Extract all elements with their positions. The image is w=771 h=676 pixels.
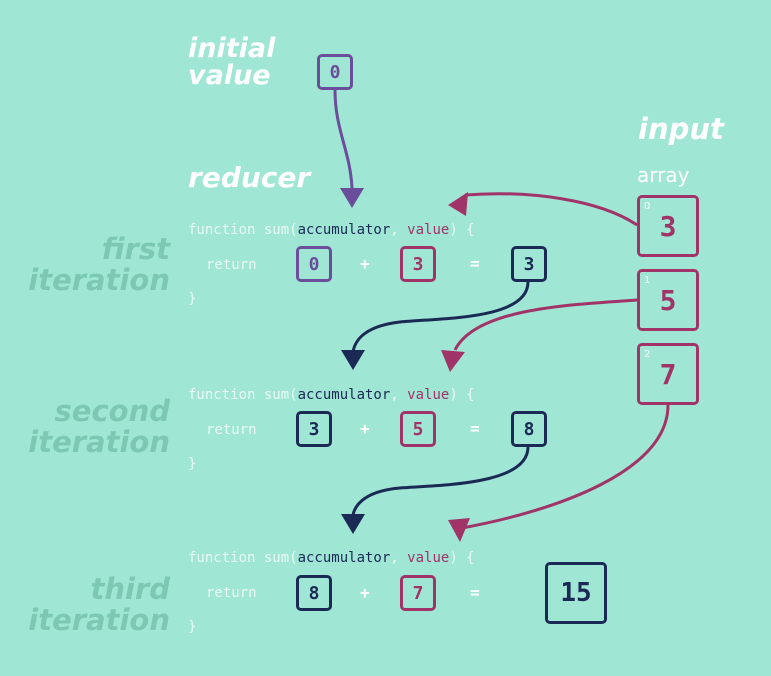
result-box: 8 — [511, 411, 547, 447]
array-value: 3 — [659, 209, 677, 243]
value-box: 5 — [400, 411, 436, 447]
initial-heading-line2: value — [188, 60, 271, 91]
equals-operator: = — [470, 419, 480, 438]
input-array-item: 2 7 — [637, 343, 699, 405]
code-value: value — [407, 222, 450, 238]
plus-operator: + — [360, 583, 370, 602]
value-box: 3 — [400, 246, 436, 282]
iteration-label-line2: iteration — [28, 263, 170, 297]
code-accumulator: accumulator — [297, 387, 391, 403]
iteration-label: second iteration — [10, 396, 170, 458]
code-fn-start: function sum( — [188, 222, 298, 238]
iteration-label-line2: iteration — [28, 603, 170, 637]
initial-to-accumulator-arrow — [333, 89, 354, 189]
code-value: value — [407, 550, 450, 566]
equals-operator: = — [470, 583, 480, 602]
code-value: value — [407, 387, 450, 403]
iteration-label-line1: second — [54, 394, 170, 428]
array-index: 2 — [644, 349, 651, 360]
function-signature: function sum(accumulator, value) { — [188, 222, 475, 238]
input-array-label: array — [637, 163, 690, 187]
code-comma: , — [390, 550, 408, 566]
input2-arrowhead — [448, 518, 470, 542]
final-result-box: 15 — [545, 562, 607, 624]
code-close-brace: } — [188, 291, 197, 307]
value-box: 7 — [400, 575, 436, 611]
iteration-label-line1: first — [101, 232, 170, 266]
result2-arrowhead — [341, 514, 365, 534]
array-value: 7 — [659, 357, 677, 391]
result1-arrowhead — [341, 350, 365, 370]
array-value: 5 — [659, 283, 677, 317]
input-heading: input — [638, 112, 724, 146]
code-fn-end: ) { — [449, 222, 475, 238]
input0-arrowhead — [448, 192, 468, 216]
code-accumulator: accumulator — [297, 550, 391, 566]
accumulator-box: 8 — [296, 575, 332, 611]
code-fn-end: ) { — [449, 550, 475, 566]
input1-arrowhead — [441, 350, 465, 372]
initial-value-box: 0 — [317, 54, 353, 90]
iteration-label: third iteration — [10, 574, 170, 636]
iteration-label: first iteration — [10, 234, 170, 296]
code-return: return — [206, 422, 257, 438]
plus-operator: + — [360, 419, 370, 438]
code-fn-start: function sum( — [188, 550, 298, 566]
function-signature: function sum(accumulator, value) { — [188, 387, 475, 403]
code-comma: , — [390, 387, 408, 403]
function-signature: function sum(accumulator, value) { — [188, 550, 475, 566]
accumulator-box: 3 — [296, 411, 332, 447]
initial-heading-line1: initial — [188, 33, 276, 64]
initial-arrowhead — [340, 188, 364, 208]
reducer-heading: reducer — [188, 161, 311, 194]
code-fn-start: function sum( — [188, 387, 298, 403]
initial-value-heading: initial value — [188, 35, 275, 89]
result2-to-acc3-arrow — [351, 446, 530, 516]
result1-to-acc2-arrow — [351, 281, 530, 353]
input1-to-value2-arrow — [453, 298, 638, 351]
code-accumulator: accumulator — [297, 222, 391, 238]
input-array-item: 0 3 — [637, 195, 699, 257]
code-comma: , — [390, 222, 408, 238]
code-return: return — [206, 257, 257, 273]
accumulator-box: 0 — [296, 246, 332, 282]
plus-operator: + — [360, 254, 370, 273]
input0-to-value1-arrow — [464, 192, 638, 227]
input-array-item: 1 5 — [637, 269, 699, 331]
result-box: 3 — [511, 246, 547, 282]
code-return: return — [206, 585, 257, 601]
code-close-brace: } — [188, 456, 197, 472]
equals-operator: = — [470, 254, 480, 273]
input2-to-value3-arrow — [461, 404, 670, 530]
array-index: 0 — [644, 201, 651, 212]
iteration-label-line1: third — [90, 572, 170, 606]
array-index: 1 — [644, 275, 651, 286]
code-fn-end: ) { — [449, 387, 475, 403]
iteration-label-line2: iteration — [28, 425, 170, 459]
code-close-brace: } — [188, 619, 197, 635]
